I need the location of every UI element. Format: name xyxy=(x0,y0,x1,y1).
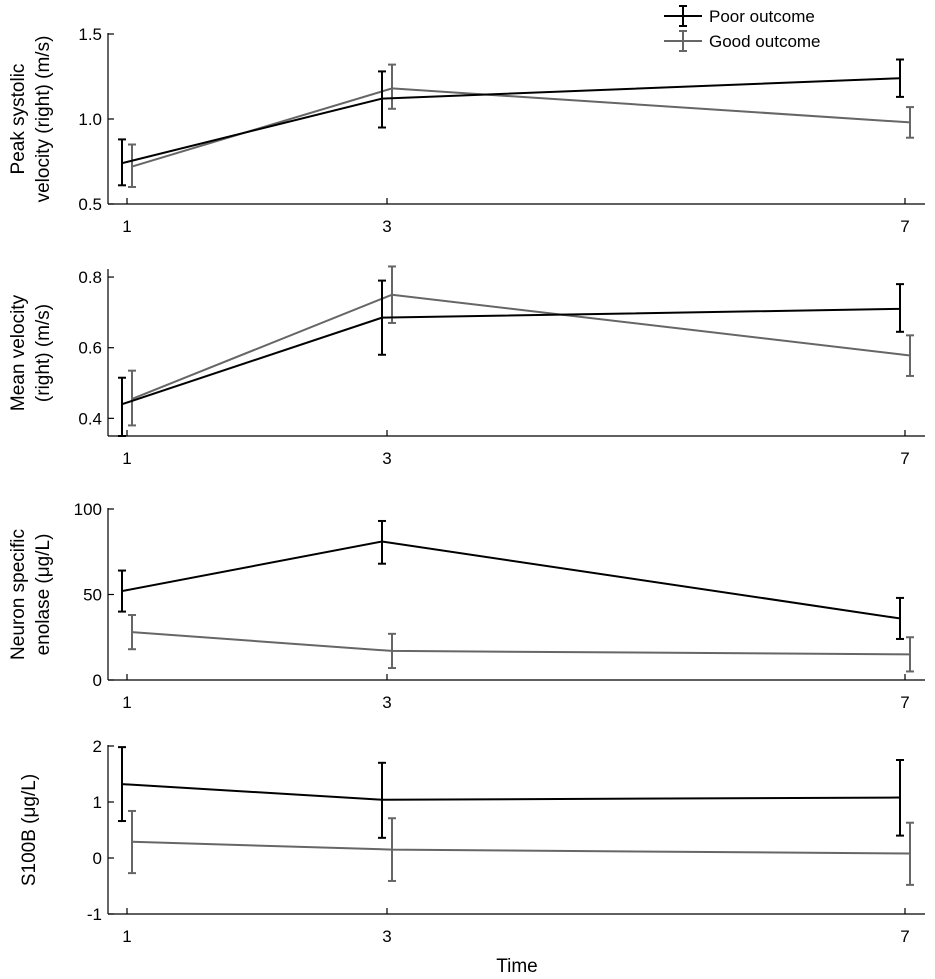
series-poor-outcome xyxy=(118,746,904,839)
x-tick-label: 7 xyxy=(900,217,909,236)
x-tick-label: 7 xyxy=(900,693,909,712)
x-tick-label: 3 xyxy=(382,927,391,946)
y-axis-label: Mean velocity xyxy=(8,294,29,411)
y-tick-label: 2 xyxy=(93,737,102,756)
series-line xyxy=(121,783,901,801)
series-good-outcome xyxy=(128,63,914,188)
series-good-outcome xyxy=(128,614,914,673)
panel-4: -1 0 1 2 1 3 7 S100B (μg/L) xyxy=(19,737,925,946)
panel-3: 0 50 100 1 3 7 Neuron specific enolase (μg/L) xyxy=(8,500,925,712)
y-tick-label: 0.5 xyxy=(78,195,102,214)
y-tick-label: 1.5 xyxy=(78,25,102,44)
x-tick-label: 1 xyxy=(122,927,131,946)
x-tick-label: 3 xyxy=(382,449,391,468)
y-axis-label: velocity (right) (m/s) xyxy=(33,36,54,203)
x-axis-label: Time xyxy=(496,956,538,977)
x-tick-label: 3 xyxy=(382,693,391,712)
series-poor-outcome xyxy=(118,58,904,187)
panel-1: 0.5 1.0 1.5 1 3 7 Peak systolic velocity (right… xyxy=(8,25,925,236)
series-good-outcome xyxy=(128,809,914,886)
y-tick-label: 0.8 xyxy=(78,268,102,287)
series-line xyxy=(131,631,911,656)
x-tick-label: 7 xyxy=(900,449,909,468)
y-tick-label: -1 xyxy=(87,905,102,924)
y-axis-label: Peak systolic xyxy=(8,64,29,175)
y-tick-label: 0.4 xyxy=(78,409,102,428)
legend-good-label: Good outcome xyxy=(709,32,821,51)
y-tick-label: 1.0 xyxy=(78,110,102,129)
y-axis-label: enolase (μg/L) xyxy=(33,534,54,656)
panel-2: 0.4 0.6 0.8 1 3 7 Mean velocity (right) (m/s) xyxy=(8,265,925,468)
y-axis-label: S100B (μg/L) xyxy=(19,774,40,886)
x-tick-label: 1 xyxy=(122,693,131,712)
series-line xyxy=(121,77,901,165)
panels: 0.5 1.0 1.5 1 3 7 Peak systolic velocity (right… xyxy=(8,25,925,946)
y-tick-label: 0 xyxy=(93,671,102,690)
series-line xyxy=(121,540,901,620)
series-poor-outcome xyxy=(118,279,904,437)
y-tick-label: 50 xyxy=(83,586,102,605)
y-tick-label: 100 xyxy=(74,500,102,519)
x-tick-label: 7 xyxy=(900,927,909,946)
series-line xyxy=(131,840,911,855)
y-axis-label: (right) (m/s) xyxy=(33,304,54,402)
y-tick-label: 0 xyxy=(93,849,102,868)
x-tick-label: 1 xyxy=(122,449,131,468)
legend-poor-label: Poor outcome xyxy=(709,7,815,26)
y-tick-label: 0.6 xyxy=(78,339,102,358)
y-tick-label: 1 xyxy=(93,793,102,812)
x-tick-label: 3 xyxy=(382,217,391,236)
series-line xyxy=(131,87,911,168)
legend: Poor outcome Good outcome xyxy=(664,5,821,52)
series-good-outcome xyxy=(128,265,914,427)
x-tick-label: 1 xyxy=(122,217,131,236)
y-axis-label: Neuron specific xyxy=(8,529,29,660)
series-poor-outcome xyxy=(118,519,904,640)
